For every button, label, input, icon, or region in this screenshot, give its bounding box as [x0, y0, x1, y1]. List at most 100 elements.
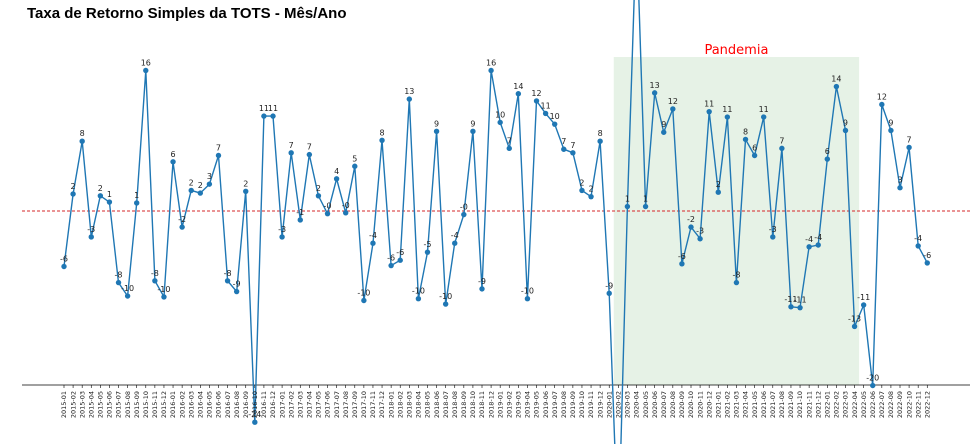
data-point: [515, 91, 522, 97]
data-label: -8: [732, 271, 740, 280]
x-tick-label: 2019-02: [505, 391, 513, 418]
x-tick-label: 2015-03: [78, 391, 86, 418]
data-label: 2: [716, 180, 721, 189]
data-point: [179, 224, 185, 230]
data-point: [779, 145, 785, 152]
data-point: [397, 257, 403, 263]
x-tick-label: 2019-01: [496, 391, 504, 418]
data-point: [442, 301, 449, 307]
data-point: [724, 114, 731, 120]
x-tick-label: 2020-05: [642, 391, 650, 418]
data-point: [797, 304, 803, 311]
data-label: -10: [357, 289, 370, 298]
data-label: 13: [650, 81, 660, 90]
x-tick-label: 2021-04: [742, 391, 750, 418]
data-label: -6: [923, 251, 931, 260]
data-label: 12: [877, 92, 887, 101]
data-point: [133, 200, 140, 206]
data-label: 6: [825, 147, 830, 156]
data-point: [533, 98, 540, 104]
data-label: -2: [687, 215, 695, 224]
data-point: [252, 419, 258, 425]
x-tick-label: 2019-04: [524, 391, 532, 418]
x-tick-label: 2019-09: [569, 391, 577, 418]
x-tick-label: 2015-11: [151, 391, 159, 418]
data-label: -10: [412, 287, 425, 296]
data-label: -8: [115, 271, 123, 280]
data-label: -11: [794, 296, 807, 305]
data-label: 4: [334, 167, 339, 176]
x-tick-label: 2021-11: [805, 391, 813, 418]
x-tick-label: 2019-08: [560, 391, 568, 418]
x-tick-label: 2022-04: [851, 391, 859, 418]
data-point: [751, 152, 758, 159]
data-point: [124, 293, 131, 299]
x-tick-label: 2018-03: [406, 391, 414, 418]
x-tick-label: 2016-10: [251, 391, 259, 418]
data-point: [688, 224, 694, 230]
data-point: [224, 278, 231, 284]
x-tick-label: 2020-12: [705, 391, 713, 418]
data-point: [906, 144, 912, 151]
x-tick-label: 2020-03: [624, 391, 632, 418]
x-tick-label: 2022-11: [914, 391, 922, 418]
data-point: [197, 190, 204, 196]
x-tick-label: 2016-08: [233, 391, 241, 418]
data-point: [597, 138, 603, 144]
data-label: 11: [541, 101, 551, 110]
data-label: 8: [80, 129, 85, 138]
x-tick-label: 2018-09: [460, 391, 468, 418]
data-point: [733, 279, 740, 286]
x-tick-label: 2020-07: [660, 391, 668, 418]
data-point: [333, 176, 340, 182]
data-label: 9: [434, 119, 439, 128]
data-label: -9: [233, 280, 241, 289]
pandemic-shaded-region: [613, 57, 860, 385]
data-point: [561, 146, 567, 152]
x-tick-label: 2017-07: [333, 391, 341, 418]
data-label: 8: [743, 127, 748, 136]
x-tick-label: 2021-08: [778, 391, 786, 418]
x-tick-labels: 2015-01 2015-02 2015-03 2015-04 2015-05 2015-…: [60, 391, 931, 418]
data-point: [288, 150, 294, 156]
x-tick-label: 2016-12: [269, 391, 277, 418]
data-point: [470, 128, 476, 135]
x-tick-label: 2021-03: [733, 391, 741, 418]
data-label: 7: [216, 144, 221, 153]
data-label: 7: [307, 143, 312, 152]
data-label: 1: [107, 190, 112, 199]
data-label: 1: [643, 195, 648, 204]
x-tick-label: 2022-03: [842, 391, 850, 418]
x-tick-label: 2016-09: [242, 391, 250, 418]
data-label: -0: [324, 202, 332, 211]
data-point: [670, 106, 676, 112]
x-tick-label: 2015-10: [142, 391, 150, 418]
data-label: 11: [722, 105, 732, 114]
data-point: [370, 240, 376, 246]
x-tick-label: 2021-09: [787, 391, 795, 418]
x-tick-label: 2020-02: [615, 391, 623, 418]
x-tick-label: 2015-05: [97, 391, 105, 418]
x-tick-label: 2019-05: [533, 391, 541, 418]
data-point: [624, 203, 631, 210]
data-label: -0: [342, 201, 350, 210]
data-label: -6: [60, 254, 68, 263]
x-tick-label: 2016-04: [197, 391, 205, 418]
x-tick-label: 2022-06: [869, 391, 877, 418]
data-point: [833, 83, 840, 90]
data-point: [860, 302, 867, 308]
data-point: [661, 129, 667, 135]
data-label: -6: [387, 254, 395, 263]
data-label: 7: [570, 141, 575, 150]
data-label: 9: [843, 118, 848, 127]
x-tick-label: 2021-02: [724, 391, 732, 418]
data-label: 2: [588, 185, 593, 194]
data-label: 7: [507, 136, 512, 145]
data-point: [188, 187, 194, 194]
data-label: -2: [178, 215, 186, 224]
data-label: -8: [151, 269, 159, 278]
x-tick-label: 2017-06: [324, 391, 332, 418]
data-label: 3: [897, 176, 902, 185]
data-label: -4: [914, 234, 922, 243]
data-label: -6: [396, 248, 404, 257]
